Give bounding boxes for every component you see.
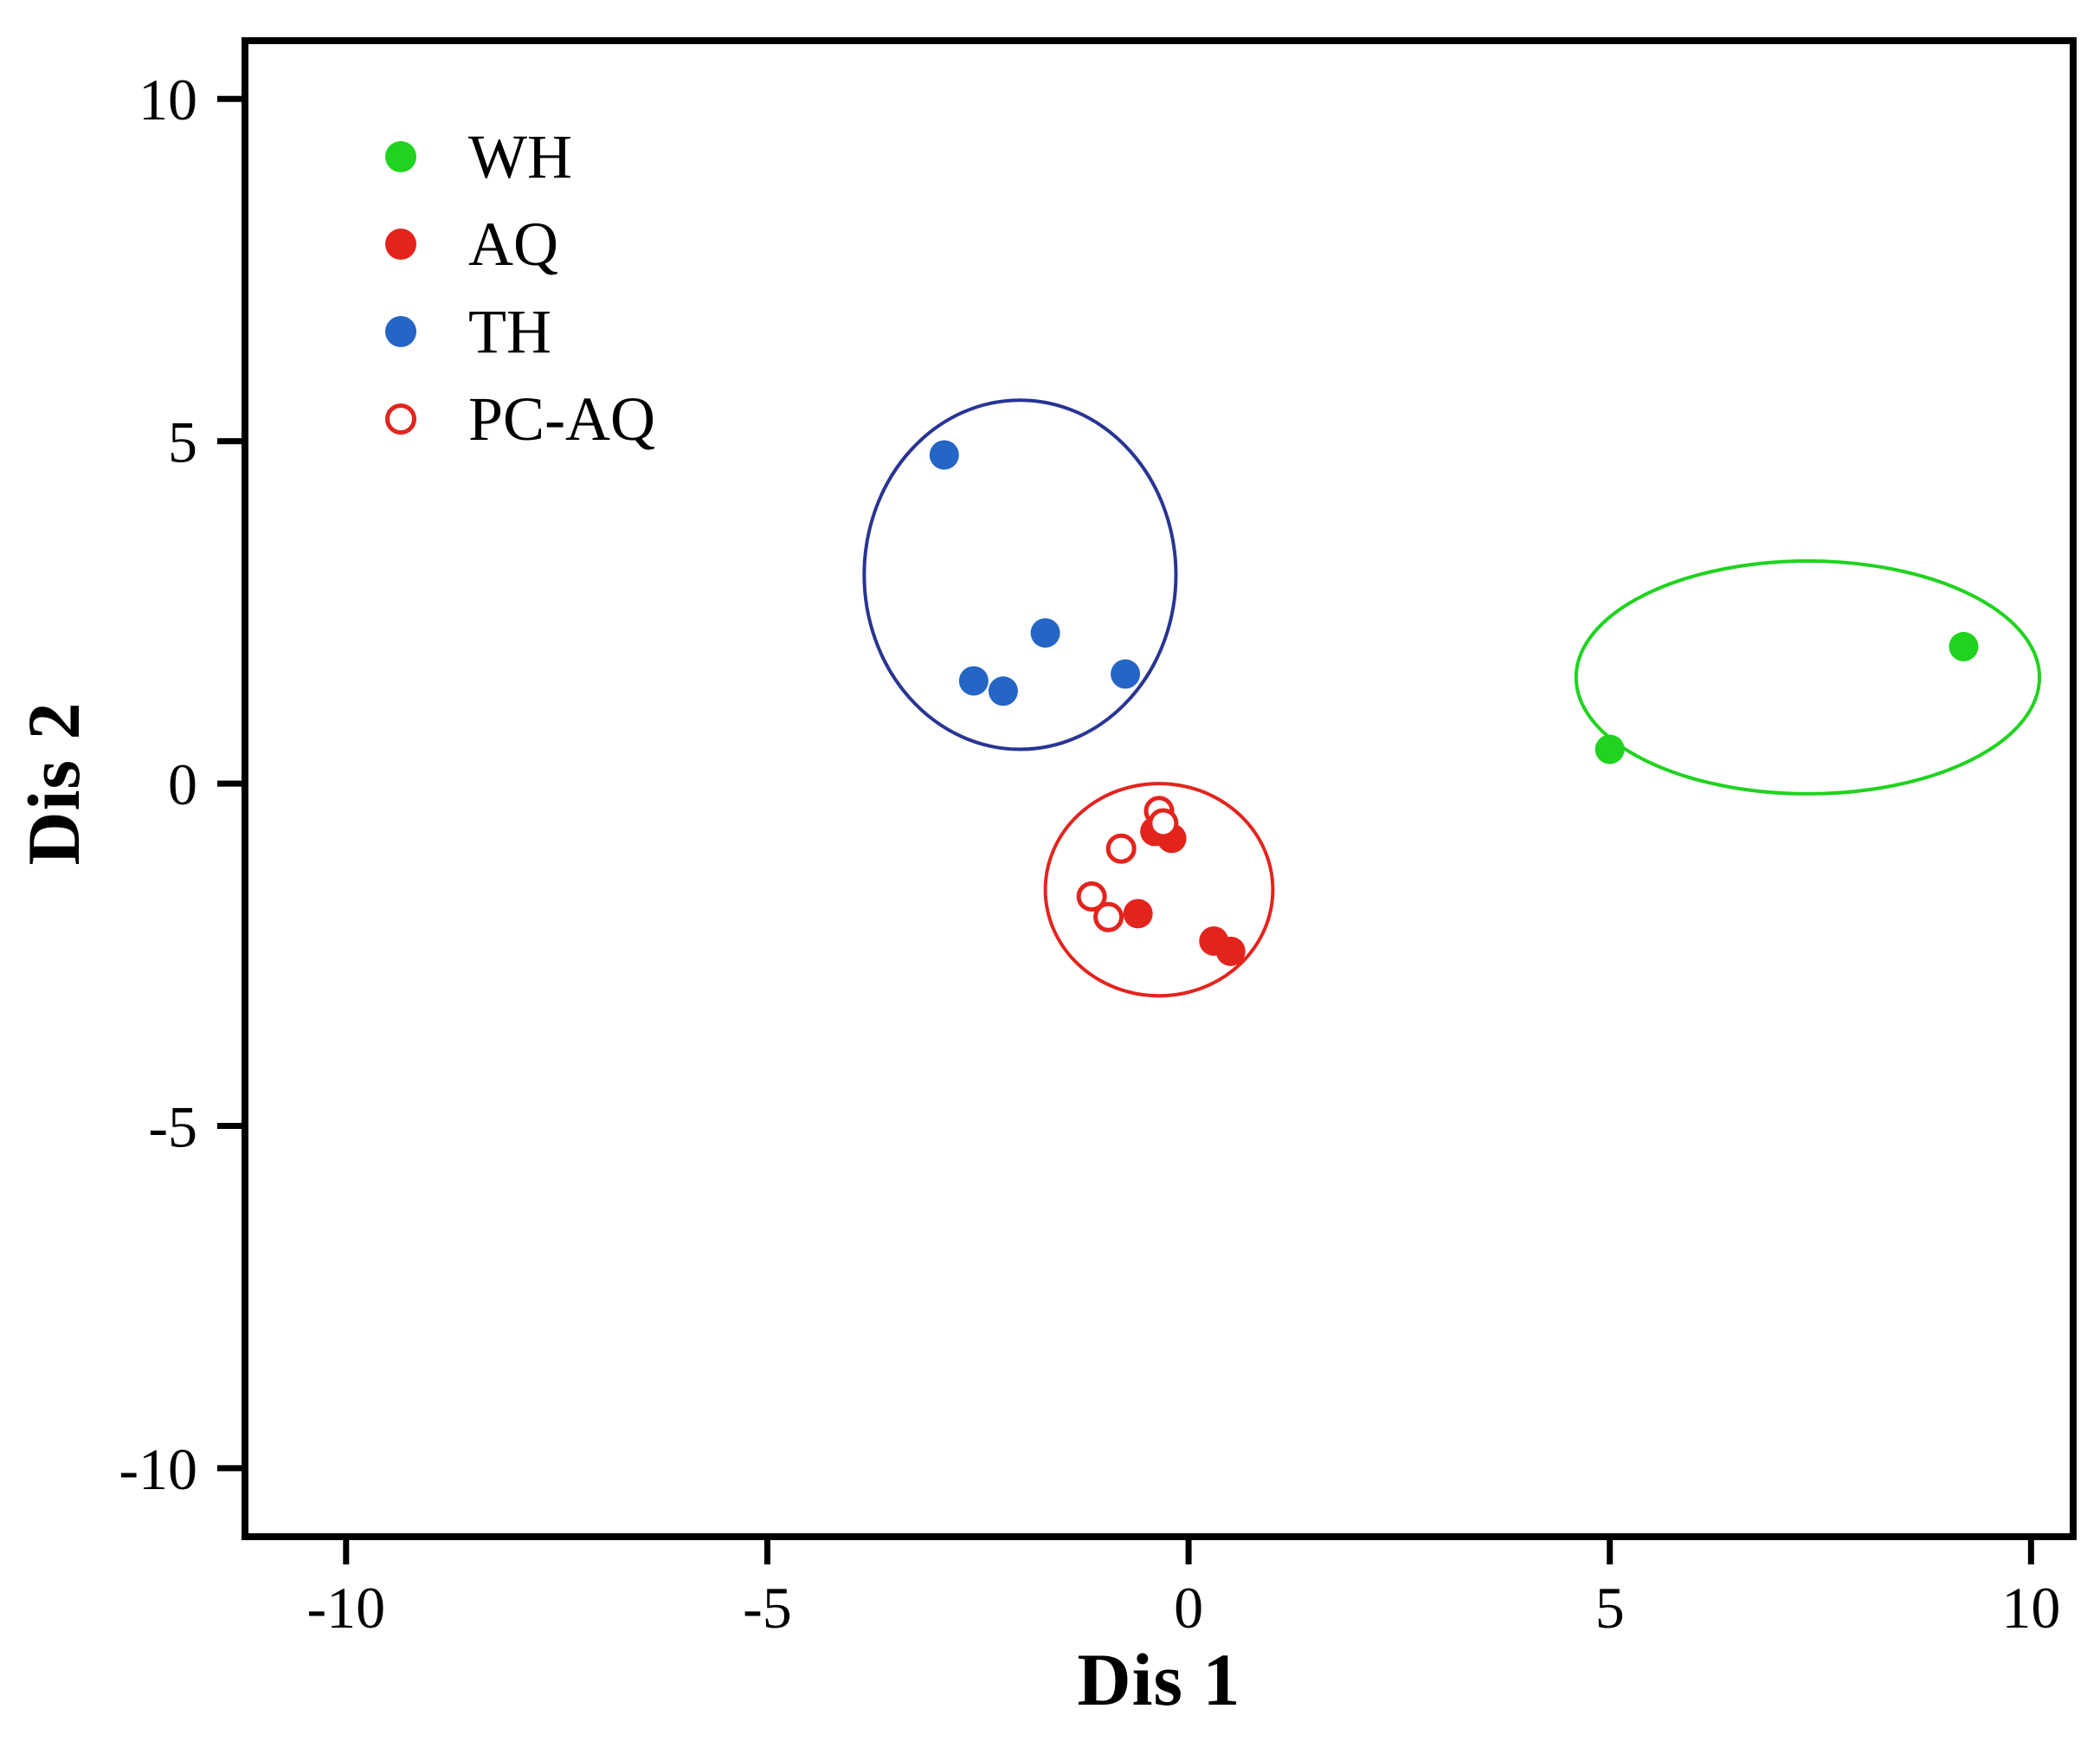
- y-tick-label: -10: [119, 1436, 197, 1502]
- x-axis-label: Dis 1: [1077, 1638, 1241, 1721]
- ellipse-AQ-cluster: [1043, 782, 1275, 998]
- point-PC-AQ: [1076, 881, 1107, 912]
- point-WH: [1949, 631, 1979, 661]
- point-TH: [1030, 618, 1060, 648]
- legend-marker-icon-PC-AQ: [385, 403, 416, 435]
- legend: WH AQ TH PC-AQ: [385, 113, 655, 462]
- legend-marker-icon-WH: [385, 140, 416, 172]
- legend-item-AQ: AQ: [385, 200, 655, 287]
- point-TH: [1111, 659, 1141, 689]
- legend-marker-icon-TH: [385, 315, 416, 347]
- point-AQ: [1215, 936, 1246, 966]
- ellipse-TH-cluster: [862, 398, 1178, 751]
- x-tick-label: 5: [1595, 1575, 1625, 1641]
- plot-border: [242, 37, 2077, 1540]
- point-TH: [929, 440, 959, 470]
- point-PC-AQ: [1148, 808, 1179, 839]
- point-PC-AQ: [1105, 833, 1137, 864]
- legend-label-PC-AQ: PC-AQ: [468, 384, 656, 454]
- point-AQ: [1123, 899, 1153, 929]
- point-WH: [1594, 734, 1625, 764]
- legend-item-PC-AQ: PC-AQ: [385, 375, 655, 462]
- legend-label-AQ: AQ: [468, 209, 558, 279]
- point-TH: [988, 676, 1018, 706]
- point-PC-AQ: [1093, 901, 1124, 932]
- point-TH: [958, 666, 989, 696]
- legend-marker-icon-AQ: [385, 228, 416, 260]
- y-tick-label: 10: [138, 67, 197, 132]
- x-tick-label: 10: [2001, 1575, 2060, 1641]
- legend-label-WH: WH: [468, 121, 572, 191]
- y-axis-label: Dis 2: [12, 701, 95, 866]
- y-tick-label: -5: [148, 1093, 197, 1159]
- ellipse-WH-cluster: [1574, 559, 2042, 796]
- x-tick-label: 0: [1174, 1575, 1203, 1641]
- y-tick-label: 5: [168, 409, 197, 475]
- x-tick-label: -10: [306, 1575, 385, 1641]
- y-tick-label: 0: [168, 751, 197, 817]
- legend-item-WH: WH: [385, 113, 655, 200]
- legend-item-TH: TH: [385, 287, 655, 375]
- legend-label-TH: TH: [468, 296, 551, 366]
- x-tick-label: -5: [743, 1575, 792, 1641]
